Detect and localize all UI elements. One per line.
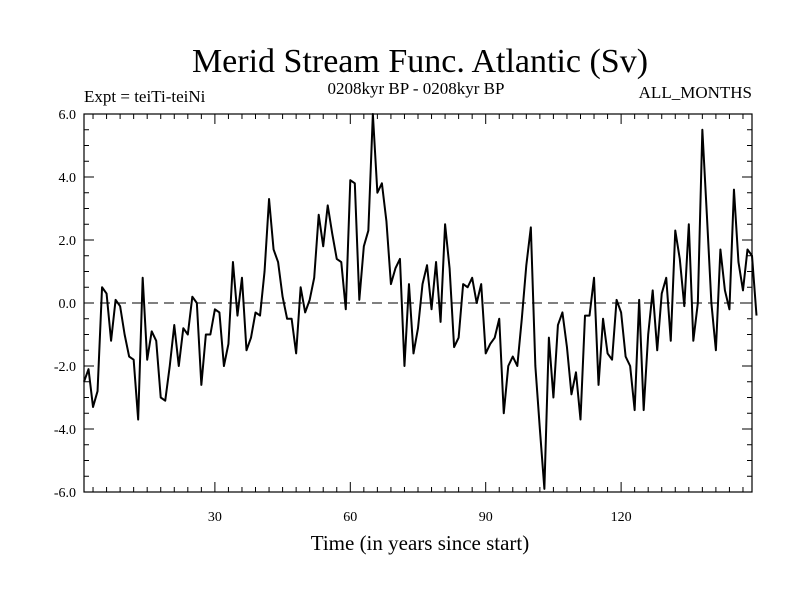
x-axis-label: Time (in years since start) xyxy=(311,531,530,555)
y-tick-label: -2.0 xyxy=(54,360,76,375)
y-tick-label: -4.0 xyxy=(54,423,76,438)
experiment-label: Expt = teiTi-teiNi xyxy=(84,87,206,106)
period-label: 0208kyr BP - 0208kyr BP xyxy=(328,79,505,98)
x-axis: 30 60 90 120 xyxy=(92,114,744,525)
y-tick-label: 0.0 xyxy=(59,297,77,312)
chart-title: Merid Stream Func. Atlantic (Sv) xyxy=(192,43,648,80)
y-tick-label: -6.0 xyxy=(54,486,76,501)
x-tick-label: 30 xyxy=(208,510,222,525)
x-tick-label: 60 xyxy=(343,510,357,525)
x-tick-label: 90 xyxy=(479,510,493,525)
series-line xyxy=(83,113,758,490)
x-tick-label: 120 xyxy=(611,510,632,525)
months-label: ALL_MONTHS xyxy=(639,83,752,102)
y-tick-label: 4.0 xyxy=(59,171,77,186)
y-tick-label: 2.0 xyxy=(59,234,77,249)
y-tick-label: 6.0 xyxy=(59,108,77,123)
y-axis: -6.0 -4.0 -2.0 0.0 2.0 4.0 6.0 xyxy=(54,108,752,501)
